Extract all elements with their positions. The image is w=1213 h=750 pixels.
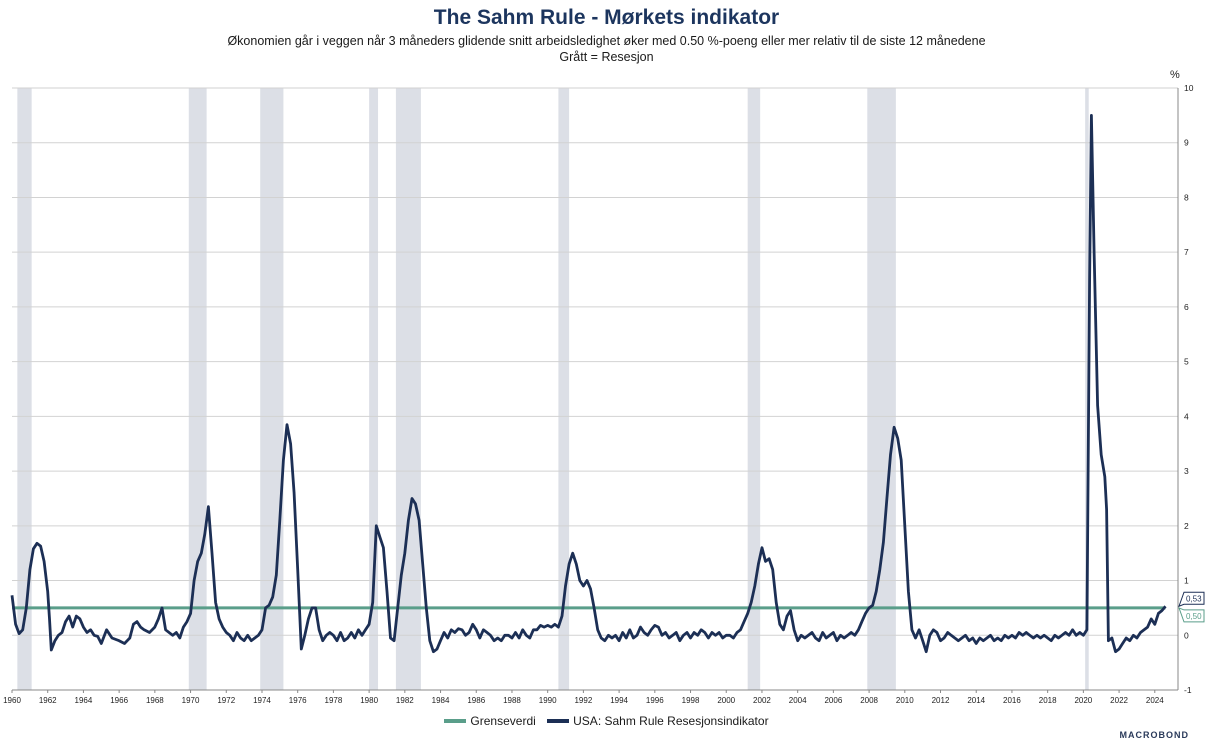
x-tick-label: 1990	[539, 696, 557, 705]
y-tick-label: 10	[1184, 83, 1194, 93]
recession-band	[558, 88, 570, 690]
x-tick-label: 2020	[1074, 696, 1092, 705]
x-tick-label: 1988	[503, 696, 521, 705]
y-tick-label: 4	[1184, 411, 1189, 421]
x-tick-label: 1982	[396, 696, 414, 705]
chart-subtitle: Økonomien går i veggen når 3 måneders gl…	[227, 34, 986, 48]
y-tick-label: 5	[1184, 357, 1189, 367]
x-tick-label: 1994	[610, 696, 628, 705]
end-value-box	[1178, 591, 1205, 608]
end-value-text: 0,50	[1186, 612, 1202, 621]
end-value-text: 0,53	[1186, 594, 1202, 603]
x-tick-label: 2024	[1146, 696, 1164, 705]
x-tick-label: 2012	[932, 696, 950, 705]
chart-title: The Sahm Rule - Mørkets indikator	[433, 6, 780, 29]
y-tick-label: 8	[1184, 192, 1189, 202]
x-tick-label: 2018	[1039, 696, 1057, 705]
x-tick-label: 1962	[39, 696, 57, 705]
legend-swatch-threshold	[444, 719, 467, 723]
recession-band	[17, 88, 32, 690]
end-value-label: 0,50	[1178, 607, 1205, 623]
x-tick-label: 1980	[360, 696, 378, 705]
x-tick-label: 2016	[1003, 696, 1021, 705]
x-tick-label: 2006	[824, 696, 842, 705]
chart-subtitle-recession-note: Grått = Resesjon	[559, 50, 654, 64]
recession-band	[867, 88, 896, 690]
recession-band	[1085, 88, 1089, 690]
x-tick-label: 2004	[789, 696, 807, 705]
x-tick-label: 2010	[896, 696, 914, 705]
y-tick-label: -1	[1184, 685, 1192, 695]
y-axis-unit: %	[1170, 69, 1180, 81]
y-tick-label: 9	[1184, 138, 1189, 148]
x-tick-label: 2000	[717, 696, 735, 705]
x-tick-label: 1972	[217, 696, 235, 705]
x-tick-label: 1984	[432, 696, 450, 705]
series-line-sahm	[10, 114, 1167, 654]
x-tick-label: 1968	[146, 696, 164, 705]
x-tick-label: 2002	[753, 696, 771, 705]
y-tick-label: 1	[1184, 576, 1189, 586]
end-value-box	[1178, 607, 1205, 623]
recession-band	[747, 88, 761, 690]
legend: Grenseverdi USA: Sahm Rule Resesjonsindi…	[0, 712, 1213, 728]
y-tick-label: 6	[1184, 302, 1189, 312]
x-tick-label: 2008	[860, 696, 878, 705]
x-tick-label: 1986	[467, 696, 485, 705]
x-tick-label: 1998	[682, 696, 700, 705]
x-tick-label: 2022	[1110, 696, 1128, 705]
x-tick-label: 1992	[574, 696, 592, 705]
x-tick-label: 2014	[967, 696, 985, 705]
x-tick-label: 1960	[3, 696, 21, 705]
x-tick-label: 1996	[646, 696, 664, 705]
legend-item-threshold: Grenseverdi	[444, 714, 536, 728]
x-tick-label: 1970	[182, 696, 200, 705]
y-tick-label: 3	[1184, 466, 1189, 476]
x-tick-label: 1974	[253, 696, 271, 705]
end-value-label: 0,53	[1178, 591, 1205, 608]
y-tick-label: 0	[1184, 630, 1189, 640]
legend-item-sahm: USA: Sahm Rule Resesjonsindikator	[547, 714, 769, 728]
x-tick-label: 1976	[289, 696, 307, 705]
brand-logo: MACROBOND	[1119, 730, 1189, 740]
x-tick-label: 1966	[110, 696, 128, 705]
y-tick-label: 7	[1184, 247, 1189, 257]
y-tick-label: 2	[1184, 521, 1189, 531]
legend-label-threshold: Grenseverdi	[470, 714, 536, 728]
recession-band	[188, 88, 207, 690]
recession-band	[369, 88, 379, 690]
legend-swatch-sahm	[547, 719, 570, 723]
legend-label-sahm: USA: Sahm Rule Resesjonsindikator	[573, 714, 769, 728]
x-tick-label: 1978	[325, 696, 343, 705]
x-tick-label: 1964	[75, 696, 93, 705]
